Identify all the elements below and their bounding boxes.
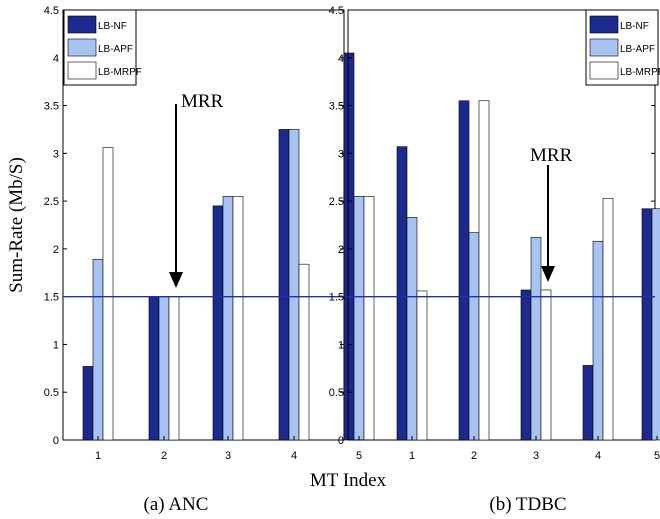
y-tick-label: 1 <box>53 339 59 351</box>
bar-lb-mrpf-mt2 <box>478 100 490 441</box>
legend-swatch-lb-apf <box>589 38 619 57</box>
bar-lb-mrpf-mt3 <box>232 196 244 441</box>
bar-lb-apf-mt3 <box>222 196 234 441</box>
x-tick-label: 3 <box>533 450 539 462</box>
y-tick-label: 4.5 <box>44 5 59 17</box>
caption-anc: (a) ANC <box>144 494 209 515</box>
legend-label-lb-mrpf: LB-MRPF <box>620 67 660 78</box>
y-tick-label: 0.5 <box>329 387 344 399</box>
x-tick-label: 5 <box>356 450 362 462</box>
panel-tdbc: 00.511.522.533.544.51 2 3 4 5MRRLB-NFLB-APFL… <box>329 5 660 462</box>
legend-label-lb-nf: LB-NF <box>98 21 127 32</box>
bar-lb-apf-mt3 <box>530 237 542 441</box>
y-tick-label: 0.5 <box>44 387 59 399</box>
legend-label-lb-nf: LB-NF <box>620 21 649 32</box>
x-tick-label: 2 <box>471 450 477 462</box>
y-tick-label: 1 <box>338 339 344 351</box>
x-tick-label: 3 <box>225 450 231 462</box>
legend-label-lb-apf: LB-APF <box>98 44 133 55</box>
panel-anc: 00.511.522.533.544.51 2 3 4 5MRRLB-NFLB-APFL… <box>44 5 375 462</box>
x-tick-label: 4 <box>595 450 601 462</box>
bar-lb-nf-mt4 <box>582 365 594 441</box>
bar-lb-mrpf-mt5 <box>363 196 375 441</box>
legend-swatch-lb-apf <box>67 38 97 57</box>
y-tick-label: 4 <box>53 53 59 65</box>
y-tick-label: 2.5 <box>44 196 59 208</box>
bar-lb-nf-mt2 <box>148 296 160 441</box>
bar-lb-apf-mt1 <box>406 217 418 441</box>
y-tick-label: 0 <box>53 435 59 447</box>
bar-lb-nf-mt5 <box>343 52 355 441</box>
y-tick-label: 3 <box>53 148 59 160</box>
bar-lb-mrpf-mt4 <box>602 197 614 441</box>
bar-lb-apf-mt2 <box>158 296 170 441</box>
y-axis-label: Sum-Rate (Mb/S) <box>6 157 27 293</box>
bar-lb-apf-mt2 <box>468 232 480 441</box>
x-tick-label: 5 <box>654 450 660 462</box>
y-tick-label: 1.5 <box>329 292 344 304</box>
legend-label-lb-apf: LB-APF <box>620 44 655 55</box>
legend-swatch-lb-nf <box>67 15 97 34</box>
bar-lb-nf-mt1 <box>396 146 408 441</box>
bar-lb-mrpf-mt1 <box>102 147 114 441</box>
mrr-arrow-head <box>541 266 555 282</box>
legend: LB-NF LB-APF LB-MRPF <box>585 9 660 86</box>
bar-lb-nf-mt2 <box>458 100 470 441</box>
y-tick-label: 2 <box>53 244 59 256</box>
legend-swatch-lb-mrpf <box>67 61 97 80</box>
bar-lb-nf-mt5 <box>641 208 653 441</box>
bar-lb-nf-mt4 <box>278 129 290 441</box>
mrr-label: MRR <box>181 91 224 112</box>
y-tick-label: 3.5 <box>44 101 59 113</box>
legend-swatch-lb-mrpf <box>589 61 619 80</box>
mrr-arrow-head <box>169 272 183 288</box>
bar-lb-mrpf-mt2 <box>168 296 180 441</box>
bar-lb-apf-mt5 <box>353 196 365 441</box>
y-tick-label: 2 <box>338 244 344 256</box>
x-axis-label: MT Index <box>310 470 387 491</box>
legend-swatch-lb-nf <box>589 15 619 34</box>
legend: LB-NF LB-APF LB-MRPF <box>63 9 142 86</box>
y-tick-label: 2.5 <box>329 196 344 208</box>
x-tick-label: 2 <box>161 450 167 462</box>
bar-lb-apf-mt4 <box>592 240 604 441</box>
y-tick-label: 3 <box>338 148 344 160</box>
y-tick-label: 3.5 <box>329 101 344 113</box>
bar-lb-nf-mt3 <box>520 289 532 441</box>
y-tick-label: 4 <box>338 53 344 65</box>
bar-lb-mrpf-mt4 <box>298 263 310 441</box>
x-tick-label: 1 <box>95 450 101 462</box>
mrr-label: MRR <box>530 145 573 166</box>
bar-lb-mrpf-mt1 <box>416 290 428 441</box>
bar-lb-apf-mt5 <box>651 208 660 441</box>
bar-lb-nf-mt3 <box>212 205 224 441</box>
y-tick-label: 0 <box>338 435 344 447</box>
x-tick-label: 1 <box>409 450 415 462</box>
bar-lb-mrpf-mt3 <box>540 289 552 441</box>
bar-lb-nf-mt1 <box>82 366 94 441</box>
legend-label-lb-mrpf: LB-MRPF <box>98 67 142 78</box>
x-tick-label: 4 <box>291 450 297 462</box>
bar-lb-apf-mt1 <box>92 259 104 441</box>
y-tick-label: 1.5 <box>44 292 59 304</box>
y-tick-label: 4.5 <box>329 5 344 17</box>
caption-tdbc: (b) TDBC <box>489 494 566 515</box>
bar-lb-apf-mt4 <box>288 129 300 441</box>
